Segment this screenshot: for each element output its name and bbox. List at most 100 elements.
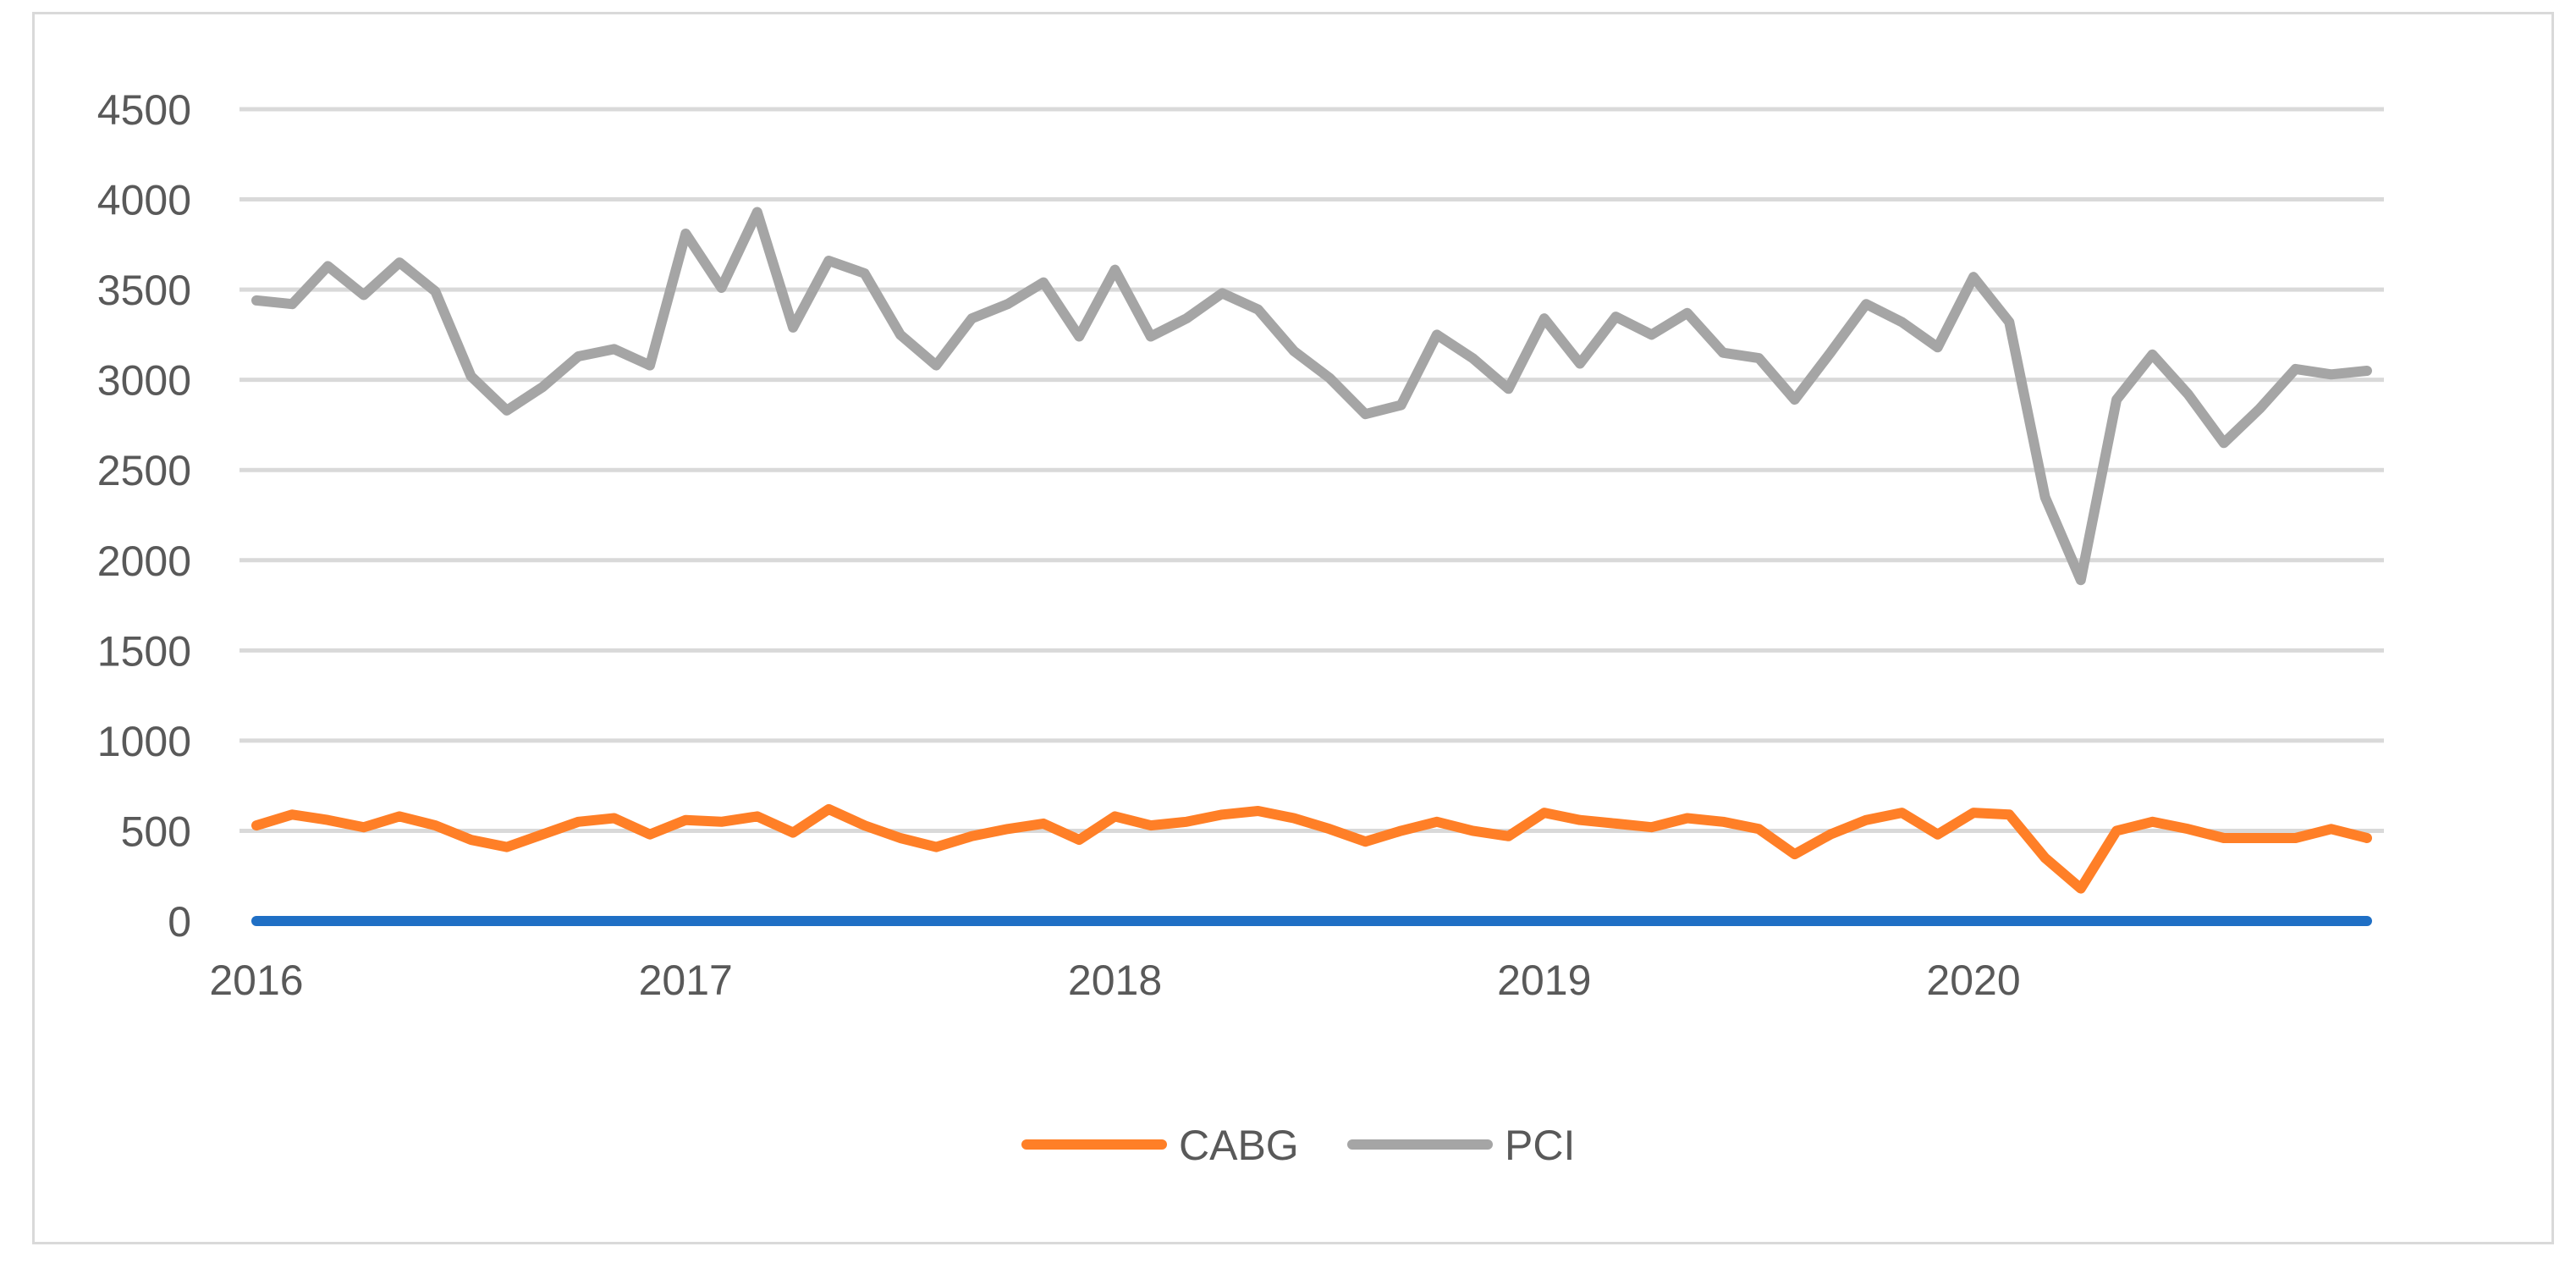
data-point-cabg bbox=[2362, 833, 2372, 843]
data-point-cabg bbox=[287, 809, 297, 819]
data-point-pci bbox=[323, 261, 333, 271]
data-point-pci bbox=[860, 268, 870, 279]
data-point-pci bbox=[895, 329, 905, 339]
data-point-pci bbox=[2076, 575, 2086, 585]
data-point-pci bbox=[1861, 299, 1871, 309]
gridlines bbox=[239, 107, 2384, 833]
data-point-pci bbox=[466, 371, 476, 381]
data-point-pci bbox=[645, 361, 655, 371]
data-point-pci bbox=[1324, 373, 1335, 383]
data-point-cabg bbox=[1503, 831, 1513, 841]
data-point-cabg bbox=[823, 804, 834, 814]
data-point-pci bbox=[251, 295, 261, 306]
data-point-pci bbox=[1503, 383, 1513, 394]
data-point-pci bbox=[359, 290, 369, 301]
data-point-cabg bbox=[2147, 817, 2157, 827]
data-point-cabg bbox=[394, 811, 405, 821]
data-point-cabg bbox=[1825, 830, 1836, 840]
data-point-cabg bbox=[1432, 817, 1442, 827]
y-tick-label: 4000 bbox=[97, 177, 191, 224]
data-point-cabg bbox=[895, 833, 905, 843]
data-point-pci bbox=[430, 286, 440, 296]
legend-label: CABG bbox=[1179, 1122, 1299, 1169]
data-point-cabg bbox=[1467, 825, 1478, 836]
y-axis-tick-labels: 0 500 1000 1500 2000 2500 3000 3500 4000 4500 bbox=[97, 86, 191, 946]
series-lines bbox=[251, 207, 2372, 894]
data-point-pci bbox=[1146, 332, 1156, 342]
data-point-pci bbox=[1181, 313, 1192, 323]
series-line-cabg bbox=[251, 803, 2372, 894]
data-point-pci bbox=[1575, 358, 1585, 368]
data-point-cabg bbox=[1790, 849, 1800, 859]
legend-item-cabg: CABG bbox=[1021, 1122, 1299, 1169]
data-point-pci bbox=[1217, 288, 1227, 298]
data-point-pci bbox=[537, 382, 548, 392]
data-point-cabg bbox=[1074, 835, 1084, 845]
data-point-pci bbox=[1968, 272, 1979, 282]
data-point-cabg bbox=[1253, 806, 1263, 816]
data-point-cabg bbox=[1718, 817, 1728, 827]
data-point-cabg bbox=[1146, 820, 1156, 830]
data-point-pci bbox=[1539, 313, 1549, 323]
data-point-pci bbox=[2004, 317, 2014, 327]
data-point-pci bbox=[1753, 353, 1764, 363]
data-point-cabg bbox=[2183, 824, 2193, 834]
data-point-pci bbox=[2040, 492, 2050, 502]
data-point-pci bbox=[394, 257, 405, 267]
data-point-cabg bbox=[537, 830, 548, 840]
data-point-pci bbox=[573, 351, 583, 361]
chart-frame: 0 500 1000 1500 2000 2500 3000 3500 4000 4500 201… bbox=[32, 12, 2554, 1244]
data-point-pci bbox=[788, 323, 798, 333]
data-point-pci bbox=[2362, 366, 2372, 376]
x-axis-tick-labels: 2016 2017 2018 2019 2020 bbox=[209, 957, 2020, 1004]
data-point-cabg bbox=[1360, 836, 1370, 847]
data-point-pci bbox=[1896, 317, 1907, 327]
data-point-pci bbox=[502, 405, 512, 416]
data-point-pci bbox=[1432, 329, 1442, 339]
data-point-cabg bbox=[359, 822, 369, 832]
data-point-cabg bbox=[466, 835, 476, 845]
data-point-cabg bbox=[1324, 824, 1335, 834]
data-point-pci bbox=[717, 283, 727, 293]
data-point-cabg bbox=[2040, 852, 2050, 863]
data-point-pci bbox=[1718, 348, 1728, 358]
data-point-pci bbox=[2219, 438, 2229, 448]
data-point-cabg bbox=[251, 820, 261, 830]
data-point-pci bbox=[287, 299, 297, 309]
x-tick-label: 2018 bbox=[1068, 957, 1162, 1004]
data-point-cabg bbox=[2290, 833, 2300, 843]
data-point-cabg bbox=[931, 842, 941, 852]
data-point-pci bbox=[1003, 299, 1013, 309]
data-point-pci bbox=[2147, 350, 2157, 360]
data-point-pci bbox=[1467, 353, 1478, 363]
data-point-cabg bbox=[1110, 811, 1120, 821]
y-tick-label: 2500 bbox=[97, 447, 191, 494]
data-point-cabg bbox=[1610, 819, 1621, 829]
data-point-cabg bbox=[573, 817, 583, 827]
data-point-cabg bbox=[1896, 808, 1907, 818]
x-tick-label: 2016 bbox=[209, 957, 303, 1004]
data-point-cabg bbox=[1933, 830, 1943, 840]
data-point-cabg bbox=[2111, 825, 2122, 836]
data-point-cabg bbox=[1289, 814, 1299, 824]
data-point-cabg bbox=[2254, 833, 2265, 843]
data-point-pci bbox=[680, 229, 691, 239]
data-point-pci bbox=[1610, 312, 1621, 322]
data-point-pci bbox=[966, 313, 977, 323]
data-point-pci bbox=[2326, 369, 2337, 379]
data-point-pci bbox=[2254, 404, 2265, 414]
data-point-pci bbox=[1682, 308, 1693, 318]
data-point-cabg bbox=[788, 828, 798, 838]
data-point-pci bbox=[1289, 346, 1299, 356]
data-point-cabg bbox=[1968, 808, 1979, 818]
data-point-cabg bbox=[860, 820, 870, 830]
series-pci bbox=[251, 207, 2372, 586]
data-point-pci bbox=[752, 207, 762, 217]
y-tick-label: 4500 bbox=[97, 86, 191, 134]
series-cabg bbox=[251, 803, 2372, 894]
data-point-pci bbox=[2111, 394, 2122, 405]
x-tick-label: 2020 bbox=[1926, 957, 2020, 1004]
data-point-pci bbox=[1360, 409, 1370, 419]
data-point-cabg bbox=[1647, 822, 1657, 832]
data-point-cabg bbox=[430, 820, 440, 830]
